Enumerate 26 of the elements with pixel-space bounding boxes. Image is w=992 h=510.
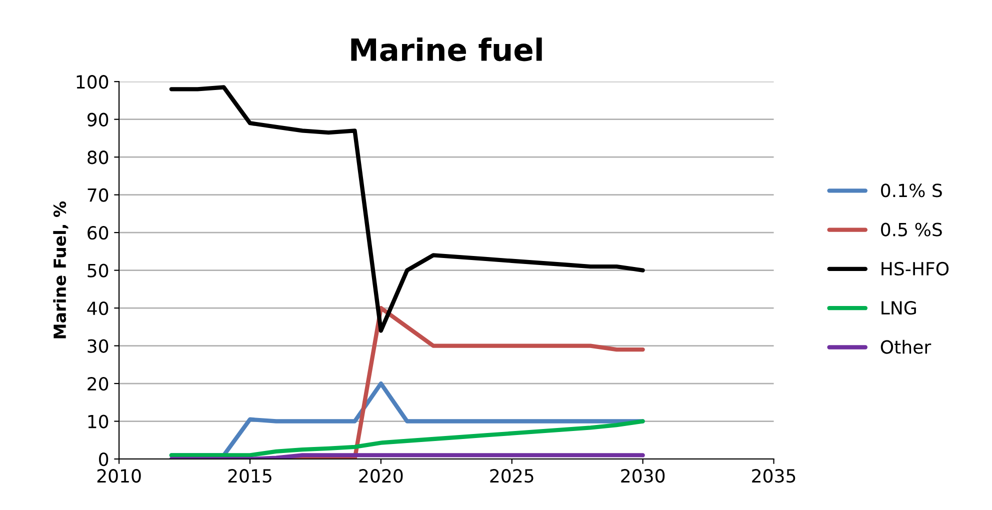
x-tick-label: 2025 <box>490 469 534 483</box>
y-tick-label: 60 <box>88 226 108 240</box>
x-tick-label: 2020 <box>359 469 403 483</box>
legend-label: LNG <box>882 301 916 315</box>
legend-label: 0.1% S <box>881 184 942 198</box>
line-series <box>169 419 645 458</box>
line-series <box>169 85 645 333</box>
legend-label: 0.5 %S <box>881 222 942 236</box>
legend-label: Other <box>880 340 932 354</box>
x-tick-label: 2030 <box>621 469 665 483</box>
chart-title: Marine fuel <box>351 38 542 62</box>
y-tick-label: 80 <box>88 150 108 164</box>
y-tick-label: 30 <box>88 339 108 353</box>
x-tick-label: 2015 <box>228 469 272 483</box>
y-tick-label: 90 <box>87 112 108 126</box>
y-tick-label: 10 <box>88 414 108 428</box>
legend-label: HS-HFO <box>882 262 949 276</box>
y-tick-label: 100 <box>76 75 108 89</box>
y-tick-label: 70 <box>88 188 108 202</box>
y-tick-label: 20 <box>88 376 108 391</box>
y-tick-label: 40 <box>87 302 108 316</box>
y-tick-label: 0 <box>99 452 108 466</box>
y-tick-label: 50 <box>88 264 108 278</box>
x-tick-label: 2010 <box>97 469 141 483</box>
x-tick-label: 2035 <box>752 469 796 483</box>
y-axis-title: Marine Fuel, % <box>53 201 68 338</box>
